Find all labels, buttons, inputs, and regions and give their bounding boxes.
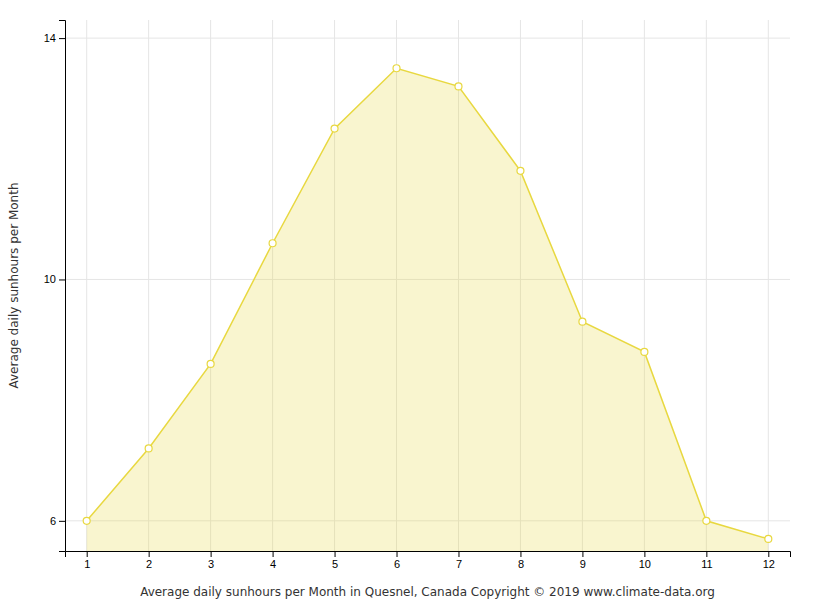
y-tick: 14 (44, 32, 65, 44)
x-grid-line (706, 20, 707, 551)
chart: 12345678910111261014Average daily sunhou… (0, 0, 815, 611)
marker (269, 240, 276, 247)
x-axis: 123456789101112 (66, 551, 791, 570)
x-grid-line (768, 20, 769, 551)
x-tick-mark (273, 551, 274, 557)
y-tick-label: 6 (50, 515, 56, 527)
x-tick: 8 (518, 551, 524, 570)
x-tick-mark (458, 551, 459, 557)
marker (579, 318, 586, 325)
x-tick-mark (335, 551, 336, 557)
x-axis-line (66, 552, 791, 558)
data (83, 65, 772, 551)
x-tick-label: 2 (146, 558, 152, 570)
marker (393, 65, 400, 72)
y-tick-label: 14 (44, 32, 56, 44)
x-tick: 7 (456, 551, 462, 570)
x-tick-label: 8 (518, 558, 524, 570)
x-tick: 3 (208, 551, 214, 570)
y-tick-mark (59, 279, 65, 280)
x-tick: 1 (84, 551, 90, 570)
y-axis: 6 10 14 (44, 21, 66, 552)
line (87, 68, 769, 539)
y-tick: 6 (50, 515, 65, 527)
marker (207, 360, 214, 367)
x-tick: 10 (639, 551, 651, 570)
x-tick-label: 6 (394, 558, 400, 570)
x-tick: 11 (701, 551, 712, 570)
x-axis-title: Average daily sunhours per Month in Ques… (140, 585, 715, 599)
y-tick: 10 (44, 273, 65, 285)
x-tick-label: 7 (456, 558, 462, 570)
plot: 12345678910111261014 (44, 20, 791, 570)
marker (765, 535, 772, 542)
x-tick-mark (644, 551, 645, 557)
marker (517, 167, 524, 174)
y-grid-line (65, 38, 790, 39)
x-tick-mark (87, 551, 88, 557)
x-tick-mark (768, 551, 769, 557)
y-tick-label: 10 (44, 273, 56, 285)
x-tick-mark (149, 551, 150, 557)
marker (145, 445, 152, 452)
x-tick: 4 (270, 551, 276, 570)
x-tick-mark (397, 551, 398, 557)
x-tick-label: 10 (639, 558, 651, 570)
marker (455, 83, 462, 90)
x-tick: 6 (394, 551, 400, 570)
marker (641, 348, 648, 355)
x-tick-label: 4 (270, 558, 276, 570)
x-tick-mark (520, 551, 521, 557)
marker (83, 517, 90, 524)
x-tick: 5 (332, 551, 338, 570)
grid (65, 20, 790, 551)
x-tick: 9 (580, 551, 586, 570)
marker (331, 125, 338, 132)
y-tick-mark (59, 38, 65, 39)
y-axis-line (59, 21, 66, 552)
x-tick-label: 1 (84, 558, 90, 570)
x-tick-mark (211, 551, 212, 557)
area (87, 68, 769, 551)
x-tick: 12 (763, 551, 775, 570)
x-tick-label: 3 (208, 558, 214, 570)
x-tick-mark (706, 551, 707, 557)
x-tick: 2 (146, 551, 152, 570)
marker (703, 517, 710, 524)
x-tick-label: 5 (332, 558, 338, 570)
x-tick-label: 9 (580, 558, 586, 570)
x-tick-mark (582, 551, 583, 557)
x-grid-line (86, 20, 87, 551)
x-tick-label: 12 (763, 558, 775, 570)
y-tick-mark (59, 521, 65, 522)
x-tick-label: 11 (701, 558, 712, 570)
y-axis-title: Average daily sunhours per Month (7, 182, 21, 388)
